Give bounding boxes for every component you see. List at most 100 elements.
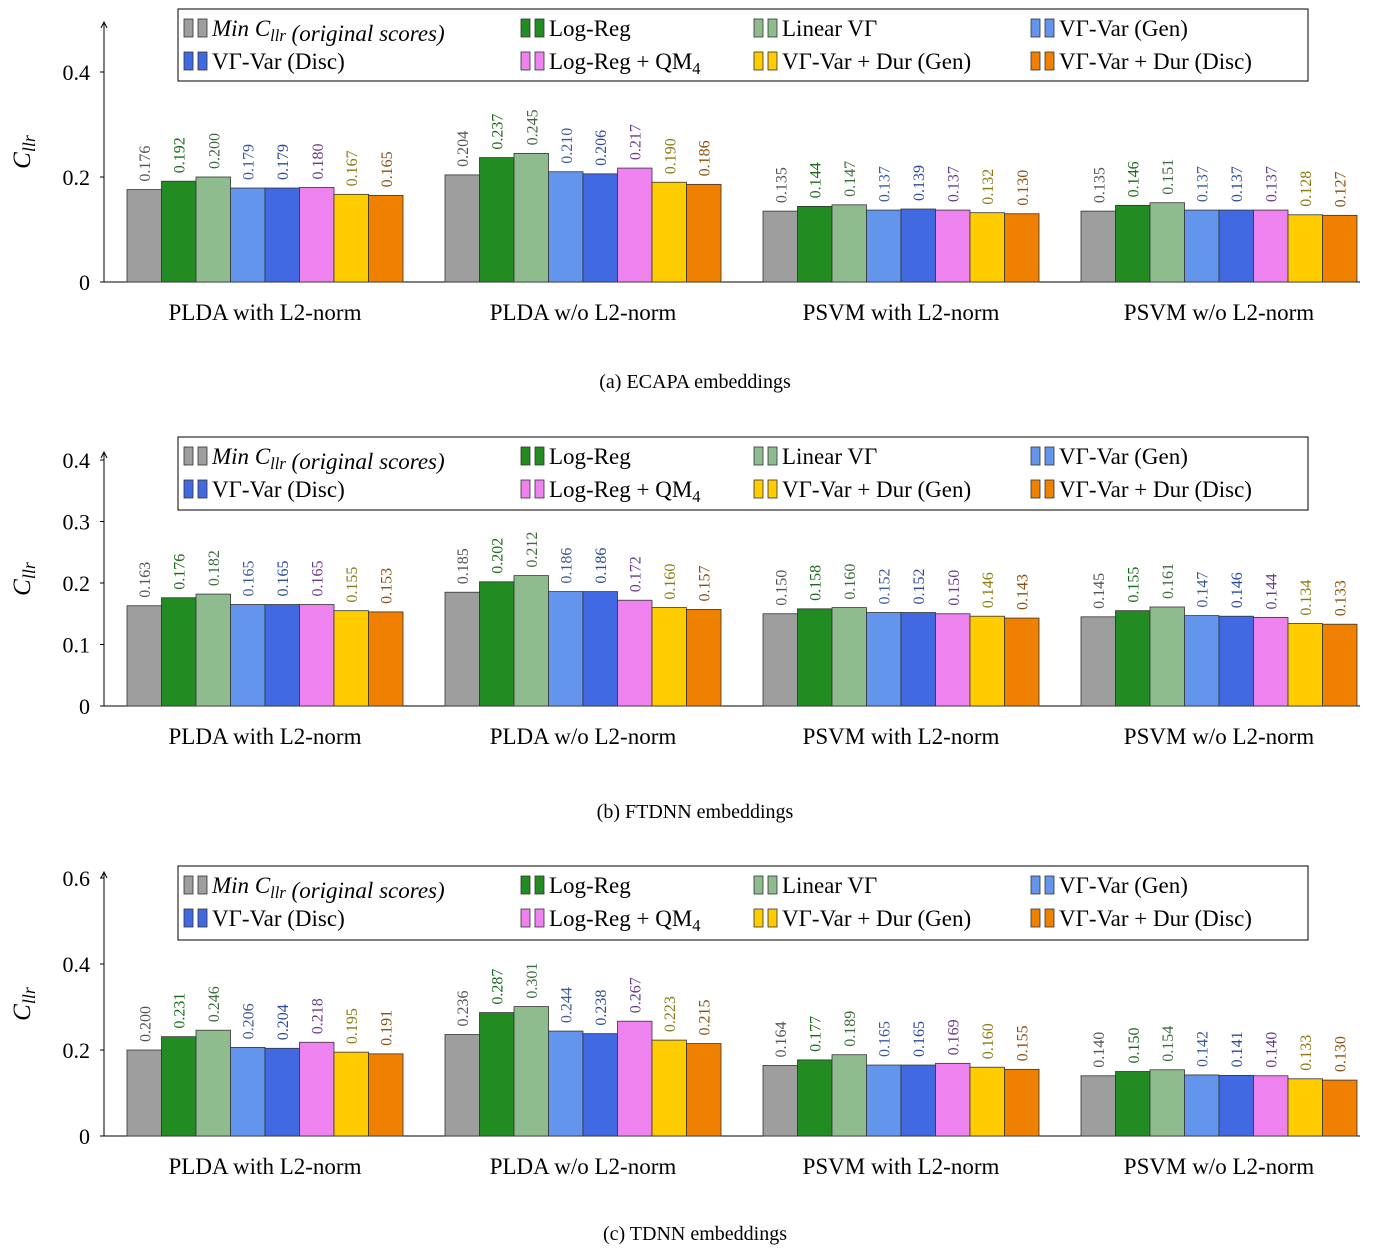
legend-swatch	[520, 51, 531, 71]
bar	[866, 209, 902, 283]
legend-entry: VΓ-Var + Dur (Gen)	[782, 49, 971, 74]
bar	[969, 212, 1005, 283]
data-label: 0.180	[310, 144, 327, 180]
bar	[969, 1066, 1005, 1137]
bar	[797, 205, 833, 283]
y-axis-label: Cllr	[9, 986, 39, 1021]
panel-caption: (b) FTDNN embeddings	[597, 801, 794, 823]
bar	[617, 167, 653, 283]
bar	[900, 612, 936, 707]
y-tick-label: 0.1	[63, 633, 91, 658]
data-label: 0.146	[1229, 572, 1246, 608]
legend-swatch	[753, 875, 764, 895]
bar	[866, 1064, 902, 1137]
bar	[333, 1051, 369, 1137]
data-label: 0.186	[593, 548, 610, 584]
bar	[513, 152, 549, 283]
data-label: 0.147	[1195, 572, 1212, 608]
bar	[866, 612, 902, 707]
bar	[1184, 1074, 1220, 1137]
bar	[1080, 1075, 1116, 1137]
bar	[900, 208, 936, 283]
legend-swatch	[1030, 908, 1041, 928]
y-axis-label: Cllr	[9, 561, 39, 596]
panel-caption: (c) TDNN embeddings	[603, 1223, 787, 1245]
bar	[935, 613, 971, 707]
y-tick-label: 0	[79, 270, 90, 295]
data-label: 0.161	[1160, 563, 1177, 599]
legend-swatch	[1044, 18, 1055, 38]
bar	[444, 1034, 480, 1137]
legend-entry: Log-Reg	[549, 444, 631, 469]
bar	[1253, 617, 1289, 707]
legend-swatch	[197, 446, 208, 466]
data-label: 0.215	[697, 1000, 714, 1036]
bar	[230, 187, 266, 283]
data-label: 0.202	[490, 538, 507, 574]
bar	[126, 1049, 162, 1137]
data-label: 0.176	[137, 146, 154, 182]
bar	[1287, 1078, 1323, 1137]
legend-swatch	[767, 875, 778, 895]
bar	[1218, 615, 1254, 707]
bar	[126, 189, 162, 283]
data-label: 0.163	[137, 562, 154, 598]
bar	[333, 193, 369, 283]
x-category-label: PSVM with L2-norm	[803, 1154, 1000, 1179]
data-label: 0.142	[1195, 1031, 1212, 1067]
bar	[1184, 209, 1220, 283]
data-label: 0.179	[241, 144, 258, 180]
bar	[1287, 623, 1323, 707]
data-label: 0.165	[310, 561, 327, 597]
bar	[969, 615, 1005, 707]
data-label: 0.139	[911, 165, 928, 201]
y-axis-label-text: Cllr	[9, 134, 39, 169]
data-label: 0.287	[490, 969, 507, 1005]
legend-entry: VΓ-Var (Gen)	[1059, 16, 1188, 41]
legend-swatch	[767, 446, 778, 466]
legend-swatch	[753, 18, 764, 38]
bar	[582, 591, 618, 707]
chart-panel-1: 0 0.1 0.2 0.3 0.4 Cllr 0.163 0.185 0.150 0.145 0.1…	[9, 436, 1360, 823]
data-label: 0.137	[877, 166, 894, 202]
bar	[686, 609, 722, 707]
data-label: 0.141	[1229, 1031, 1246, 1067]
data-label: 0.153	[379, 568, 396, 604]
legend: Min Cllr (original scores) Log-Reg Linear …	[177, 865, 1309, 941]
legend-swatch	[767, 479, 778, 499]
x-category-label: PSVM with L2-norm	[803, 300, 1000, 325]
data-label: 0.158	[808, 565, 825, 601]
bar	[1253, 1075, 1289, 1137]
bar	[161, 1036, 197, 1137]
bar	[368, 194, 404, 283]
data-label: 0.182	[206, 550, 223, 586]
bar	[161, 597, 197, 707]
legend-entry: Min Cllr (original scores)	[211, 16, 445, 46]
bar	[513, 575, 549, 707]
data-label: 0.267	[628, 977, 645, 1013]
bar	[513, 1006, 549, 1137]
x-category-label: PLDA with L2-norm	[169, 724, 362, 749]
data-label: 0.236	[455, 991, 472, 1027]
data-label: 0.237	[490, 114, 507, 150]
bar	[617, 1020, 653, 1137]
legend-swatch	[520, 875, 531, 895]
data-label: 0.190	[662, 138, 679, 174]
bar	[195, 176, 231, 283]
y-tick-label: 0.4	[63, 448, 91, 473]
legend-entry: VΓ-Var (Disc)	[212, 906, 345, 931]
data-label: 0.301	[524, 963, 541, 999]
legend-box	[177, 8, 1309, 82]
bar	[1218, 1074, 1254, 1137]
bar	[548, 1030, 584, 1137]
data-label: 0.137	[946, 166, 963, 202]
y-axis-label: Cllr	[9, 134, 39, 169]
bar	[582, 173, 618, 283]
data-label: 0.144	[1264, 573, 1281, 609]
bar	[195, 593, 231, 707]
bar	[479, 1012, 515, 1137]
data-label: 0.155	[1015, 1025, 1032, 1061]
bar	[299, 1041, 335, 1137]
legend-swatch	[520, 446, 531, 466]
